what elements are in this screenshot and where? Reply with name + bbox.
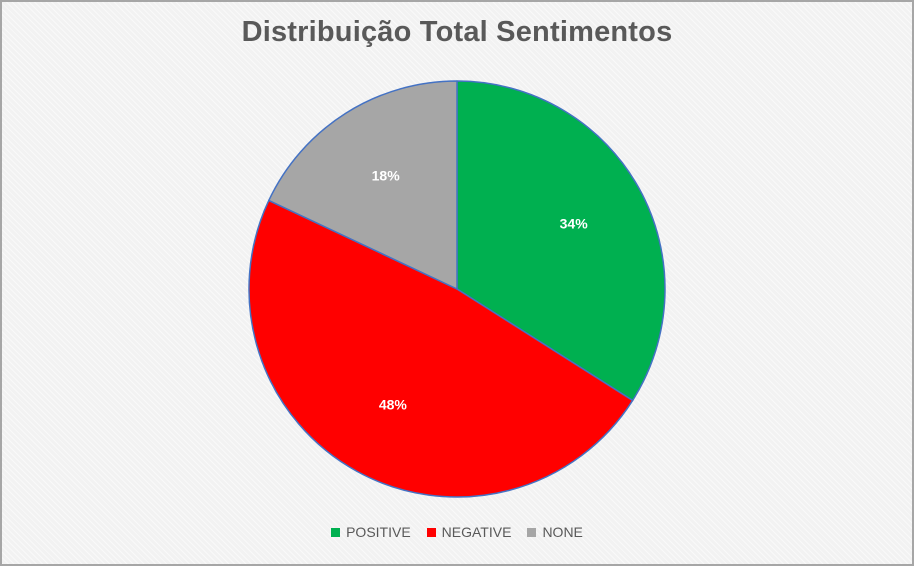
legend: POSITIVE NEGATIVE NONE — [0, 524, 914, 540]
pie-labels: 34% 48% 18% — [372, 167, 589, 412]
data-label-negative: 48% — [379, 396, 408, 412]
legend-swatch-negative — [426, 527, 436, 537]
pie-slices — [248, 80, 666, 498]
pie-slice-negative — [248, 199, 634, 498]
pie-slice-positive — [456, 80, 666, 402]
legend-item-positive: POSITIVE — [331, 524, 411, 540]
legend-swatch-none — [527, 527, 537, 537]
data-label-none: 18% — [372, 167, 401, 183]
chart-title: Distribuição Total Sentimentos — [241, 16, 673, 48]
data-label-positive: 34% — [560, 216, 589, 232]
legend-item-negative: NEGATIVE — [426, 524, 512, 540]
legend-swatch-positive — [331, 527, 341, 537]
pie-slice-none — [268, 80, 458, 290]
legend-item-none: NONE — [527, 524, 583, 540]
legend-label-positive: POSITIVE — [346, 524, 411, 540]
legend-label-negative: NEGATIVE — [441, 524, 512, 540]
legend-label-none: NONE — [542, 524, 583, 540]
